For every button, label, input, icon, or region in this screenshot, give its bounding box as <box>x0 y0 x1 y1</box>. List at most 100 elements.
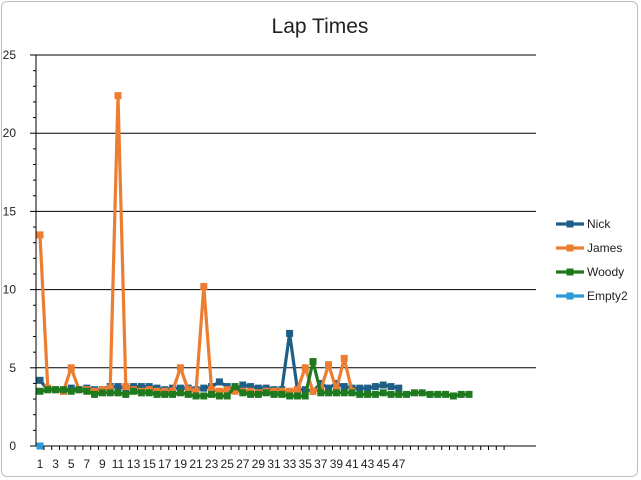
x-tick-label: 39 <box>330 457 344 471</box>
x-tick-label: 35 <box>299 457 313 471</box>
data-point <box>379 389 387 397</box>
legend-label: Nick <box>587 217 611 231</box>
data-point <box>325 389 333 397</box>
x-tick-label: 1 <box>37 457 44 471</box>
data-point <box>91 390 99 398</box>
data-point <box>434 390 442 398</box>
data-point <box>36 387 44 395</box>
data-point <box>176 389 184 397</box>
data-point <box>457 390 465 398</box>
data-point <box>340 389 348 397</box>
data-point <box>153 390 161 398</box>
data-point <box>114 389 122 397</box>
legend-item-nick: Nick <box>556 217 611 231</box>
x-tick-label: 21 <box>189 457 203 471</box>
data-point <box>465 390 473 398</box>
y-tick-label: 20 <box>3 126 17 140</box>
series-james <box>36 92 356 397</box>
x-tick-label: 15 <box>143 457 157 471</box>
data-point <box>356 390 364 398</box>
data-point <box>395 384 403 392</box>
legend-label: Empty2 <box>587 289 628 303</box>
data-point <box>293 386 301 394</box>
data-point <box>98 389 106 397</box>
data-point <box>395 390 403 398</box>
x-tick-label: 3 <box>52 457 59 471</box>
data-point <box>114 92 122 100</box>
data-point <box>36 442 44 450</box>
x-tick-label: 11 <box>112 457 125 471</box>
y-tick-label: 10 <box>3 283 17 297</box>
data-point <box>317 379 325 387</box>
x-tick-label: 33 <box>283 457 297 471</box>
chart-title: Lap Times <box>272 15 369 38</box>
legend-label: Woody <box>587 265 624 279</box>
data-point <box>122 383 130 391</box>
data-point <box>36 376 44 384</box>
data-point <box>325 361 333 369</box>
data-point <box>309 387 317 395</box>
data-point <box>200 384 208 392</box>
data-point <box>426 390 434 398</box>
data-point <box>364 390 372 398</box>
x-tick-label: 27 <box>236 457 250 471</box>
data-point <box>169 390 177 398</box>
data-point <box>262 389 270 397</box>
data-point <box>247 390 255 398</box>
legend-marker <box>566 268 574 276</box>
data-point <box>137 389 145 397</box>
data-point <box>161 390 169 398</box>
y-tick-label: 25 <box>3 48 17 62</box>
series-empty2 <box>36 442 44 450</box>
series-nick <box>36 329 403 395</box>
y-tick-label: 5 <box>9 361 16 375</box>
x-tick-label: 23 <box>205 457 219 471</box>
y-axis: 0 5 10 15 20 25 <box>3 48 37 453</box>
legend-marker <box>566 220 574 228</box>
data-point <box>254 384 262 392</box>
data-point <box>106 384 114 392</box>
x-tick-label: 5 <box>68 457 75 471</box>
data-point <box>231 383 239 391</box>
data-point <box>215 378 223 386</box>
data-point <box>184 390 192 398</box>
data-point <box>67 387 75 395</box>
data-point <box>83 387 91 395</box>
data-point <box>332 389 340 397</box>
data-point <box>223 392 231 400</box>
data-point <box>286 329 294 337</box>
data-point <box>52 386 60 394</box>
data-point <box>293 392 301 400</box>
y-tick-label: 0 <box>9 439 16 453</box>
data-point <box>254 390 262 398</box>
data-point <box>200 392 208 400</box>
data-point <box>215 392 223 400</box>
x-tick-label: 45 <box>377 457 391 471</box>
data-point <box>208 386 216 394</box>
data-point <box>176 384 184 392</box>
data-point <box>239 389 247 397</box>
data-point <box>317 389 325 397</box>
data-point <box>348 389 356 397</box>
data-point <box>215 387 223 395</box>
data-point <box>356 384 364 392</box>
x-axis: 1 3 5 7 9 11 13 15 17 19 21 23 25 27 29 31 33 35 37 39 41 43 4… <box>36 445 536 471</box>
data-point <box>364 384 372 392</box>
x-tick-label: 13 <box>127 457 141 471</box>
x-tick-label: 7 <box>83 457 90 471</box>
data-point <box>192 387 200 395</box>
data-point <box>442 390 450 398</box>
legend-item-woody: Woody <box>556 265 624 279</box>
data-point <box>418 389 426 397</box>
data-point <box>44 386 52 394</box>
data-point <box>387 383 395 391</box>
data-point <box>286 387 294 395</box>
legend-item-james: James <box>556 241 622 255</box>
data-point <box>67 364 75 372</box>
legend-label: James <box>587 241 622 255</box>
x-tick-label: 19 <box>174 457 188 471</box>
data-point <box>449 392 457 400</box>
data-point <box>340 354 348 362</box>
x-tick-label: 31 <box>267 457 281 471</box>
